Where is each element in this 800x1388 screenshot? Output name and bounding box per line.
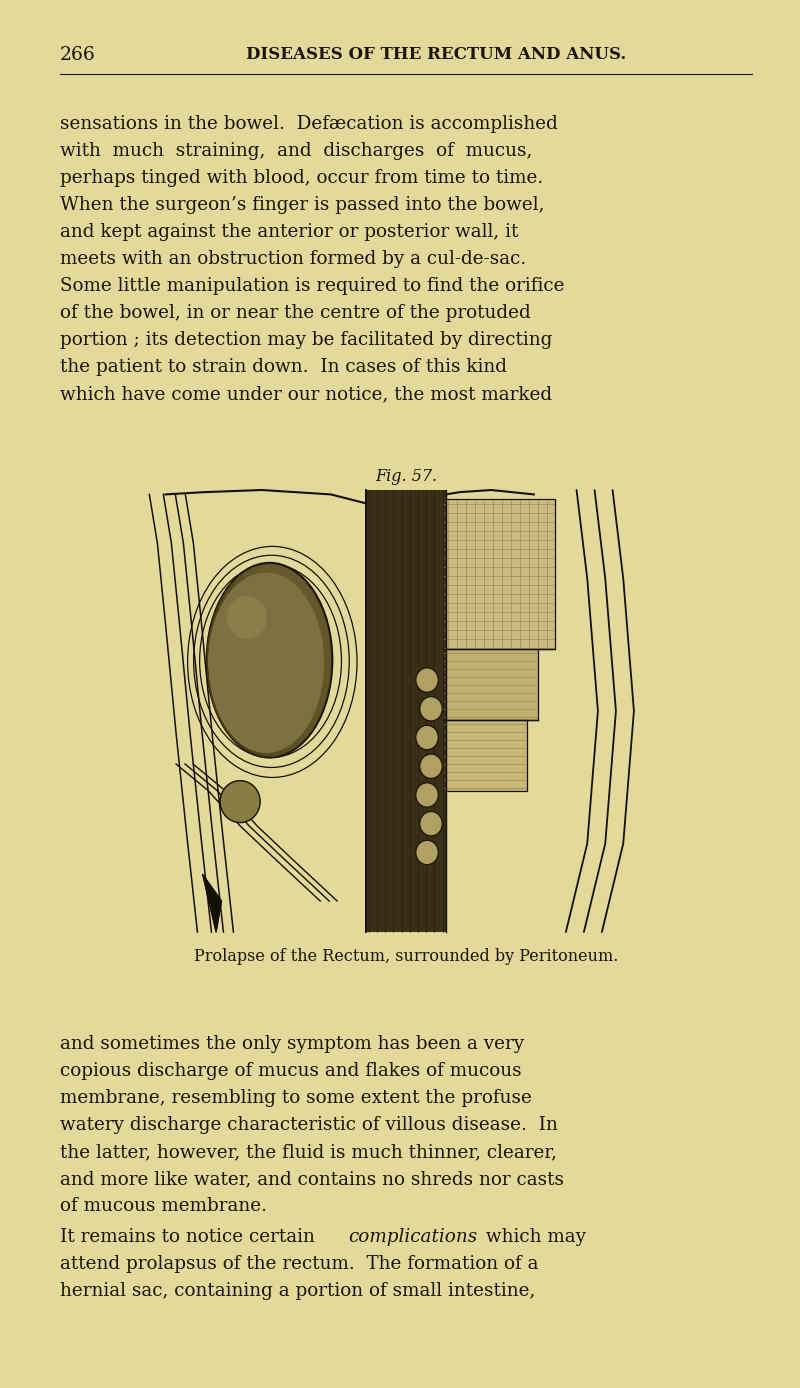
Text: attend prolapsus of the rectum.  The formation of a: attend prolapsus of the rectum. The form… — [60, 1255, 538, 1273]
Text: sensations in the bowel.  Defæcation is accomplished: sensations in the bowel. Defæcation is a… — [60, 115, 558, 133]
Text: perhaps tinged with blood, occur from time to time.: perhaps tinged with blood, occur from ti… — [60, 169, 543, 187]
Ellipse shape — [206, 564, 332, 758]
Ellipse shape — [220, 780, 260, 823]
Ellipse shape — [416, 783, 438, 808]
Text: 266: 266 — [60, 46, 96, 64]
Text: When the surgeon’s finger is passed into the bowel,: When the surgeon’s finger is passed into… — [60, 196, 545, 214]
Text: membrane, resembling to some extent the profuse: membrane, resembling to some extent the … — [60, 1090, 532, 1108]
Ellipse shape — [416, 840, 438, 865]
Text: DISEASES OF THE RECTUM AND ANUS.: DISEASES OF THE RECTUM AND ANUS. — [246, 46, 626, 62]
Text: meets with an obstruction formed by a cul-de-sac.: meets with an obstruction formed by a cu… — [60, 250, 526, 268]
Text: Some little manipulation is required to find the orifice: Some little manipulation is required to … — [60, 278, 565, 296]
Polygon shape — [202, 874, 222, 931]
Ellipse shape — [227, 595, 267, 638]
Text: the latter, however, the fluid is much thinner, clearer,: the latter, however, the fluid is much t… — [60, 1142, 557, 1160]
Text: the patient to strain down.  In cases of this kind: the patient to strain down. In cases of … — [60, 358, 507, 376]
Text: and more like water, and contains no shreds nor casts: and more like water, and contains no shr… — [60, 1170, 564, 1188]
Text: hernial sac, containing a portion of small intestine,: hernial sac, containing a portion of sma… — [60, 1283, 535, 1301]
Text: and kept against the anterior or posterior wall, it: and kept against the anterior or posteri… — [60, 223, 518, 242]
Text: with  much  straining,  and  discharges  of  mucus,: with much straining, and discharges of m… — [60, 142, 532, 160]
Text: portion ; its detection may be facilitated by directing: portion ; its detection may be facilitat… — [60, 330, 552, 348]
Text: complications: complications — [348, 1228, 477, 1246]
Bar — [443, 720, 527, 791]
Text: It remains to notice certain: It remains to notice certain — [60, 1228, 321, 1246]
Text: Prolapse of the Rectum, surrounded by Peritoneum.: Prolapse of the Rectum, surrounded by Pe… — [194, 948, 618, 965]
Ellipse shape — [420, 754, 442, 779]
Ellipse shape — [416, 726, 438, 750]
Text: watery discharge characteristic of villous disease.  In: watery discharge characteristic of villo… — [60, 1116, 558, 1134]
Bar — [443, 650, 538, 720]
Ellipse shape — [420, 697, 442, 720]
Text: Fig. 57.: Fig. 57. — [375, 468, 437, 484]
Bar — [443, 498, 555, 650]
Text: which may: which may — [480, 1228, 586, 1246]
Ellipse shape — [420, 812, 442, 836]
Text: of the bowel, in or near the centre of the protuded: of the bowel, in or near the centre of t… — [60, 304, 530, 322]
Text: and sometimes the only symptom has been a very: and sometimes the only symptom has been … — [60, 1035, 524, 1053]
Ellipse shape — [416, 668, 438, 693]
Bar — [366, 490, 446, 931]
Text: which have come under our notice, the most marked: which have come under our notice, the mo… — [60, 384, 552, 403]
Text: copious discharge of mucus and flakes of mucous: copious discharge of mucus and flakes of… — [60, 1062, 522, 1080]
Text: of mucous membrane.: of mucous membrane. — [60, 1196, 267, 1214]
